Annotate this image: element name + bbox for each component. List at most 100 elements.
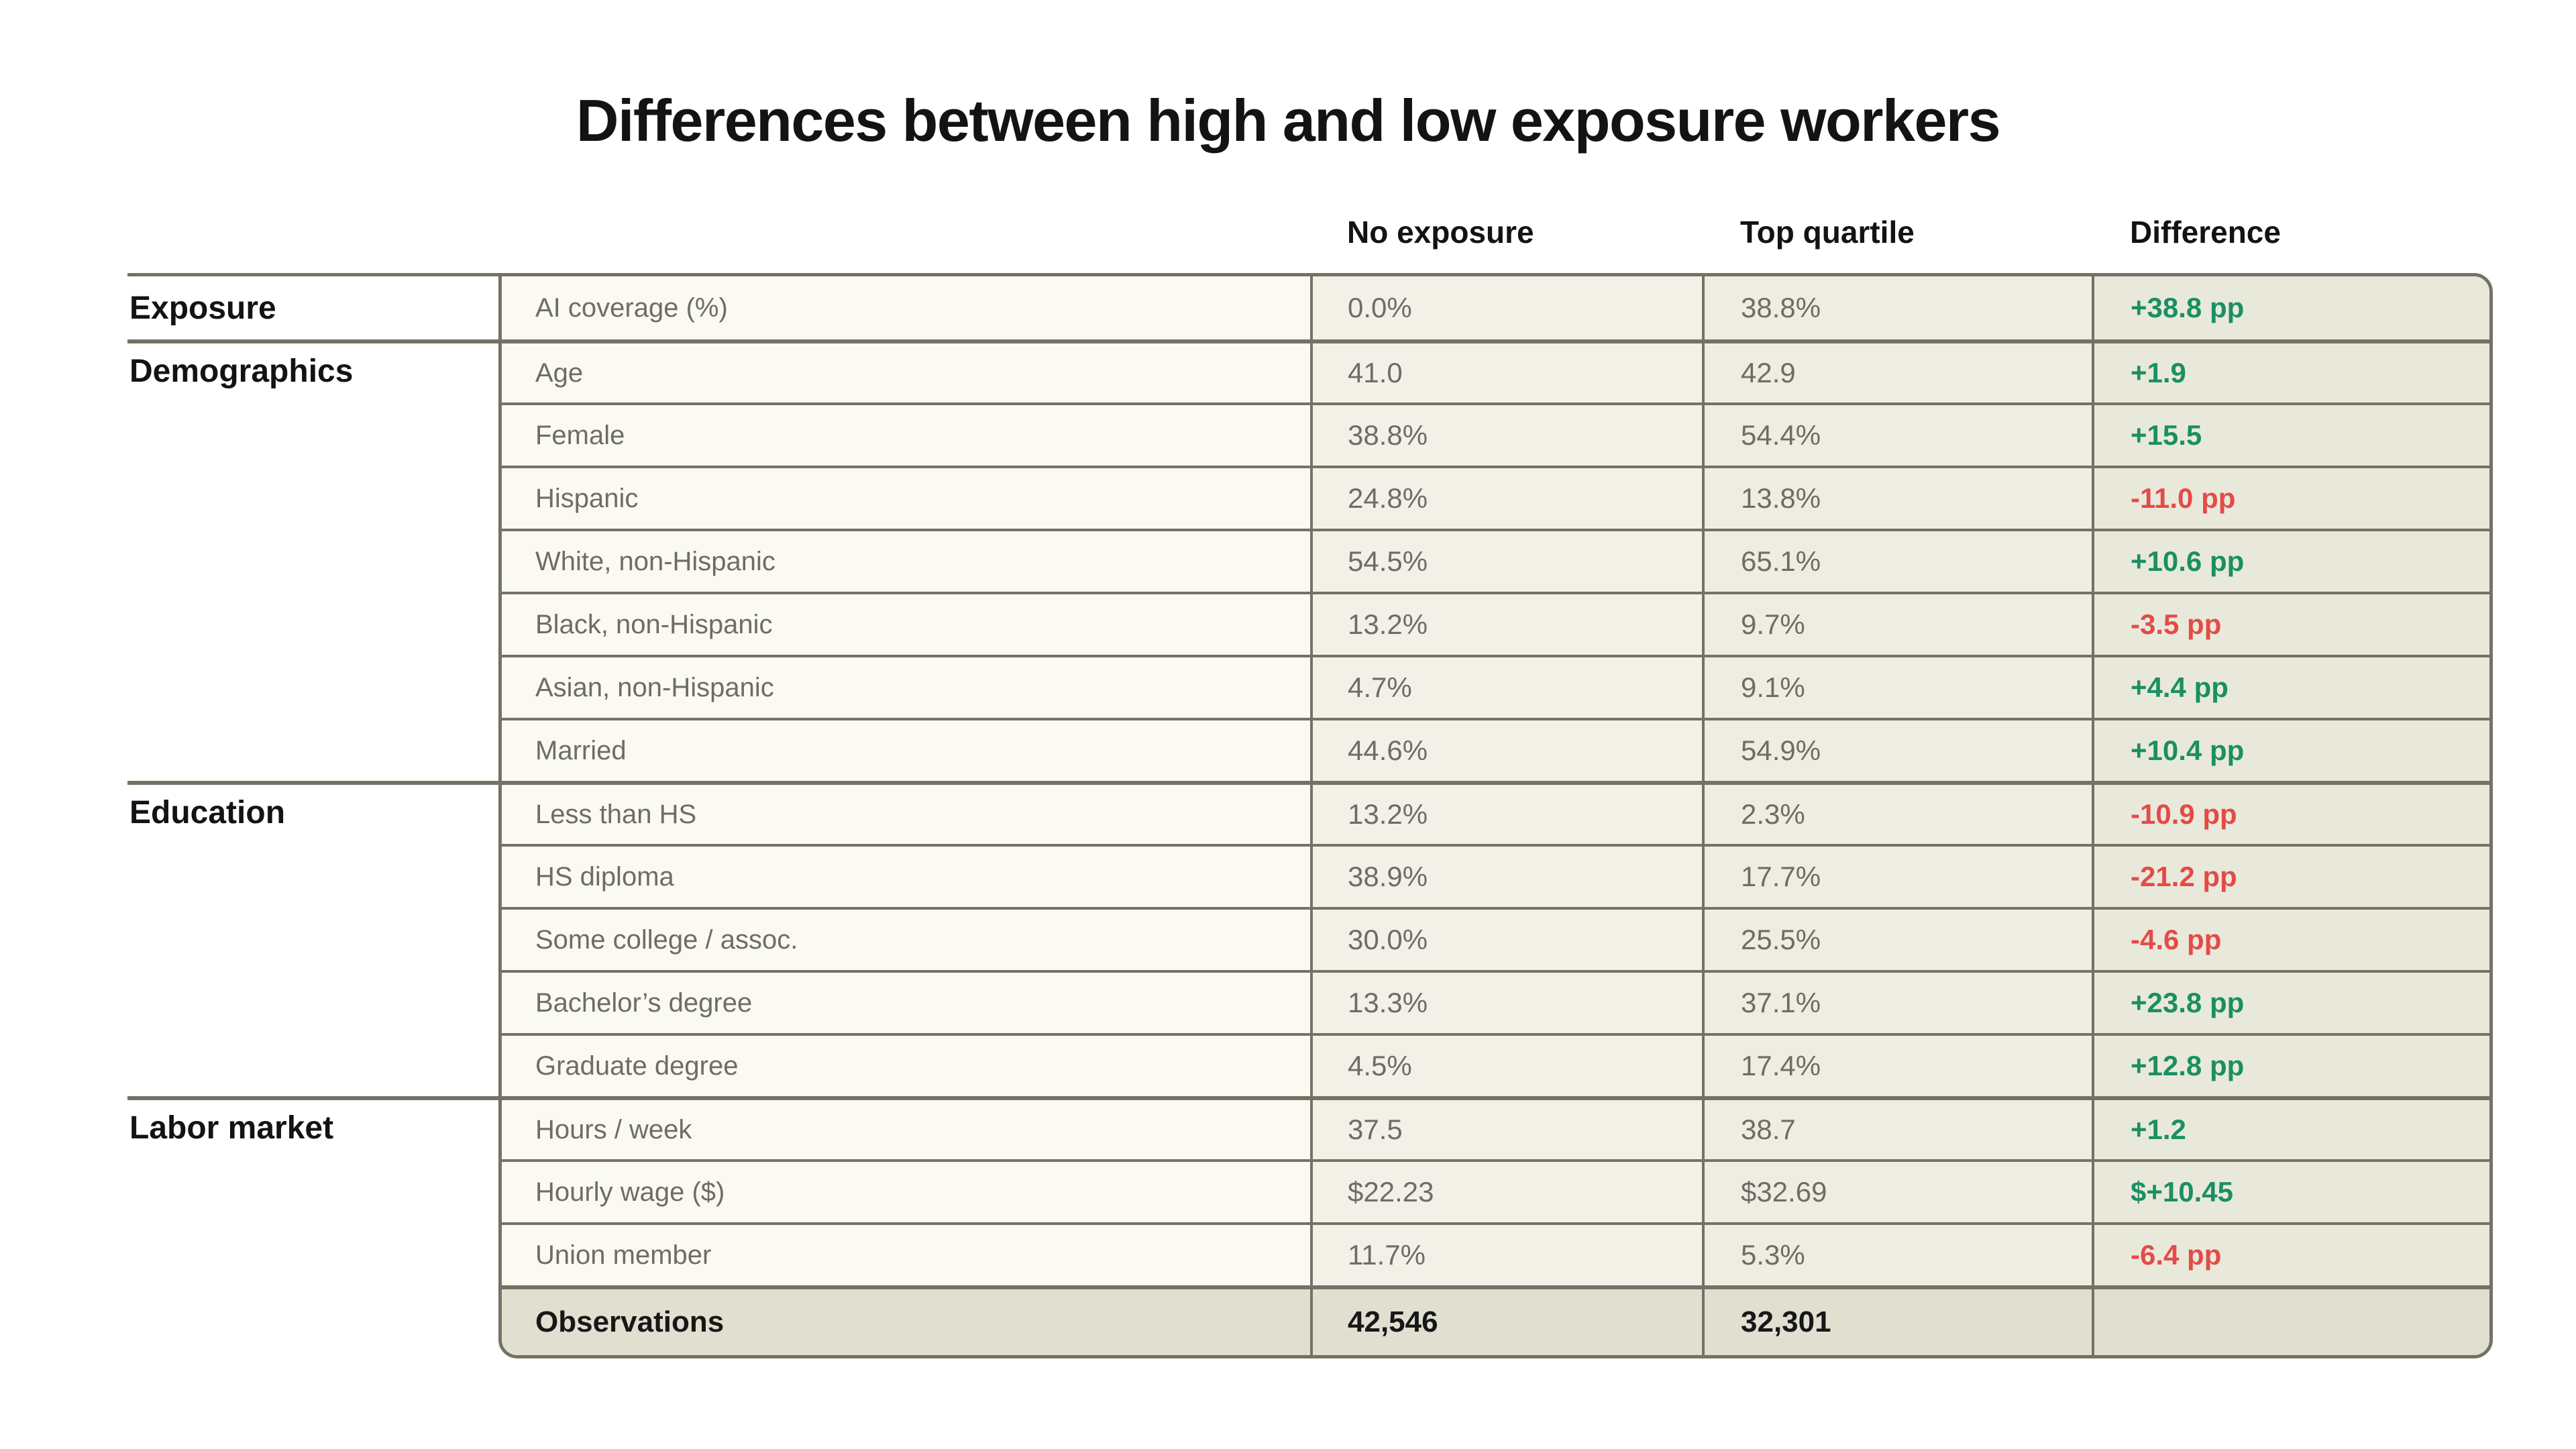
row-label: HS diploma <box>502 847 1310 907</box>
top-quartile-value: 17.7% <box>1702 847 2092 907</box>
row-label: Less than HS <box>502 785 1310 844</box>
top-quartile-value-text: 25.5% <box>1741 924 1821 955</box>
table-row: Married 44.6% 54.9% +10.4 pp <box>502 718 2489 781</box>
top-quartile-value-text: 5.3% <box>1741 1239 1805 1271</box>
observations-top-quartile-value: 32,301 <box>1702 1289 2092 1355</box>
row-label-text: Black, non-Hispanic <box>535 609 773 639</box>
no-exposure-value: 38.9% <box>1310 847 1702 907</box>
difference-value-text: +10.4 pp <box>2131 735 2245 766</box>
table-row: Less than HS 13.2% 2.3% -10.9 pp <box>502 781 2489 844</box>
no-exposure-value: 4.5% <box>1310 1036 1702 1096</box>
row-label: Age <box>502 343 1310 402</box>
no-exposure-value-text: 41.0 <box>1348 357 1403 388</box>
observations-label: Observations <box>502 1289 1310 1355</box>
row-label-text: Female <box>535 420 625 450</box>
table-row: Bachelor’s degree 13.3% 37.1% +23.8 pp <box>502 970 2489 1033</box>
no-exposure-value-text: 54.5% <box>1348 545 1428 577</box>
no-exposure-value-text: 44.6% <box>1348 735 1428 766</box>
row-label: Graduate degree <box>502 1036 1310 1096</box>
group-separator-line <box>127 1096 502 1100</box>
top-quartile-value-text: 37.1% <box>1741 987 1821 1018</box>
row-label-text: Asian, non-Hispanic <box>535 672 774 702</box>
observations-no-exposure-value-text: 42,546 <box>1348 1305 1438 1338</box>
table-row: Age 41.0 42.9 +1.9 <box>502 339 2489 402</box>
top-quartile-value: 38.8% <box>1702 276 2092 339</box>
top-quartile-value-text: 17.7% <box>1741 861 1821 892</box>
top-quartile-value: 65.1% <box>1702 531 2092 592</box>
difference-value: -10.9 pp <box>2092 785 2489 844</box>
table-row: AI coverage (%) 0.0% 38.8% +38.8 pp <box>502 276 2489 339</box>
table-row: Graduate degree 4.5% 17.4% +12.8 pp <box>502 1033 2489 1096</box>
no-exposure-value: 30.0% <box>1310 910 1702 970</box>
difference-value-text: +38.8 pp <box>2131 292 2245 323</box>
row-label-text: Age <box>535 358 584 388</box>
observations-top-quartile-value-text: 32,301 <box>1741 1305 1831 1338</box>
top-quartile-value: 9.7% <box>1702 594 2092 655</box>
page-title: Differences between high and low exposur… <box>576 87 2001 154</box>
difference-value-text: -11.0 pp <box>2131 482 2236 514</box>
top-quartile-value-text: 9.7% <box>1741 608 1805 640</box>
top-quartile-value: 13.8% <box>1702 468 2092 529</box>
no-exposure-value-text: 11.7% <box>1348 1239 1426 1271</box>
difference-value: +38.8 pp <box>2092 276 2489 339</box>
row-label: Asian, non-Hispanic <box>502 657 1310 718</box>
top-quartile-value-text: $32.69 <box>1741 1176 1827 1208</box>
table-row: Hours / week 37.5 38.7 +1.2 <box>502 1096 2489 1159</box>
difference-value: +1.2 <box>2092 1100 2489 1159</box>
row-label-text: Union member <box>535 1240 712 1270</box>
difference-value: +23.8 pp <box>2092 973 2489 1033</box>
row-label: White, non-Hispanic <box>502 531 1310 592</box>
row-label: Female <box>502 405 1310 466</box>
column-header-difference: Difference <box>2130 215 2281 250</box>
column-header-no-exposure: No exposure <box>1347 215 1534 250</box>
difference-value-text: -6.4 pp <box>2131 1239 2222 1271</box>
table-row: HS diploma 38.9% 17.7% -21.2 pp <box>502 844 2489 907</box>
top-quartile-value: 37.1% <box>1702 973 2092 1033</box>
top-quartile-value-text: 54.4% <box>1741 419 1821 451</box>
top-quartile-value: 2.3% <box>1702 785 2092 844</box>
table-row: Hispanic 24.8% 13.8% -11.0 pp <box>502 466 2489 529</box>
difference-value: +12.8 pp <box>2092 1036 2489 1096</box>
difference-value-text: +10.6 pp <box>2131 545 2245 577</box>
difference-value-text: -21.2 pp <box>2131 861 2237 892</box>
no-exposure-value: 24.8% <box>1310 468 1702 529</box>
difference-value: -6.4 pp <box>2092 1225 2489 1285</box>
difference-value: $+10.45 <box>2092 1162 2489 1222</box>
top-quartile-value: 5.3% <box>1702 1225 2092 1285</box>
row-label-text: Less than HS <box>535 799 697 829</box>
no-exposure-value-text: 13.2% <box>1348 608 1428 640</box>
no-exposure-value-text: 37.5 <box>1348 1114 1403 1145</box>
row-label-text: White, non-Hispanic <box>535 546 775 576</box>
no-exposure-value-text: $22.23 <box>1348 1176 1434 1208</box>
difference-value: -21.2 pp <box>2092 847 2489 907</box>
row-label-text: Graduate degree <box>535 1051 739 1081</box>
no-exposure-value-text: 13.2% <box>1348 798 1428 830</box>
group-label-exposure: Exposure <box>129 290 276 326</box>
difference-value-text: -3.5 pp <box>2131 608 2222 640</box>
top-quartile-value: 9.1% <box>1702 657 2092 718</box>
difference-value-text: -4.6 pp <box>2131 924 2222 955</box>
top-quartile-value-text: 38.8% <box>1741 292 1821 323</box>
no-exposure-value-text: 4.5% <box>1348 1050 1412 1081</box>
no-exposure-value: 38.8% <box>1310 405 1702 466</box>
top-quartile-value: 38.7 <box>1702 1100 2092 1159</box>
column-header-top-quartile: Top quartile <box>1740 215 1915 250</box>
observations-label-text: Observations <box>535 1305 724 1338</box>
no-exposure-value: $22.23 <box>1310 1162 1702 1222</box>
no-exposure-value: 4.7% <box>1310 657 1702 718</box>
no-exposure-value: 37.5 <box>1310 1100 1702 1159</box>
no-exposure-value-text: 38.8% <box>1348 419 1428 451</box>
row-label: Married <box>502 720 1310 781</box>
no-exposure-value: 0.0% <box>1310 276 1702 339</box>
row-label-text: Some college / assoc. <box>535 924 798 955</box>
no-exposure-value: 41.0 <box>1310 343 1702 402</box>
no-exposure-value-text: 24.8% <box>1348 482 1428 514</box>
difference-value: -3.5 pp <box>2092 594 2489 655</box>
top-quartile-value-text: 2.3% <box>1741 798 1805 830</box>
table-row: White, non-Hispanic 54.5% 65.1% +10.6 pp <box>502 529 2489 592</box>
row-label-text: Hours / week <box>535 1114 692 1144</box>
no-exposure-value: 54.5% <box>1310 531 1702 592</box>
observations-row: Observations 42,546 32,301 <box>502 1285 2489 1355</box>
row-label: Hourly wage ($) <box>502 1162 1310 1222</box>
